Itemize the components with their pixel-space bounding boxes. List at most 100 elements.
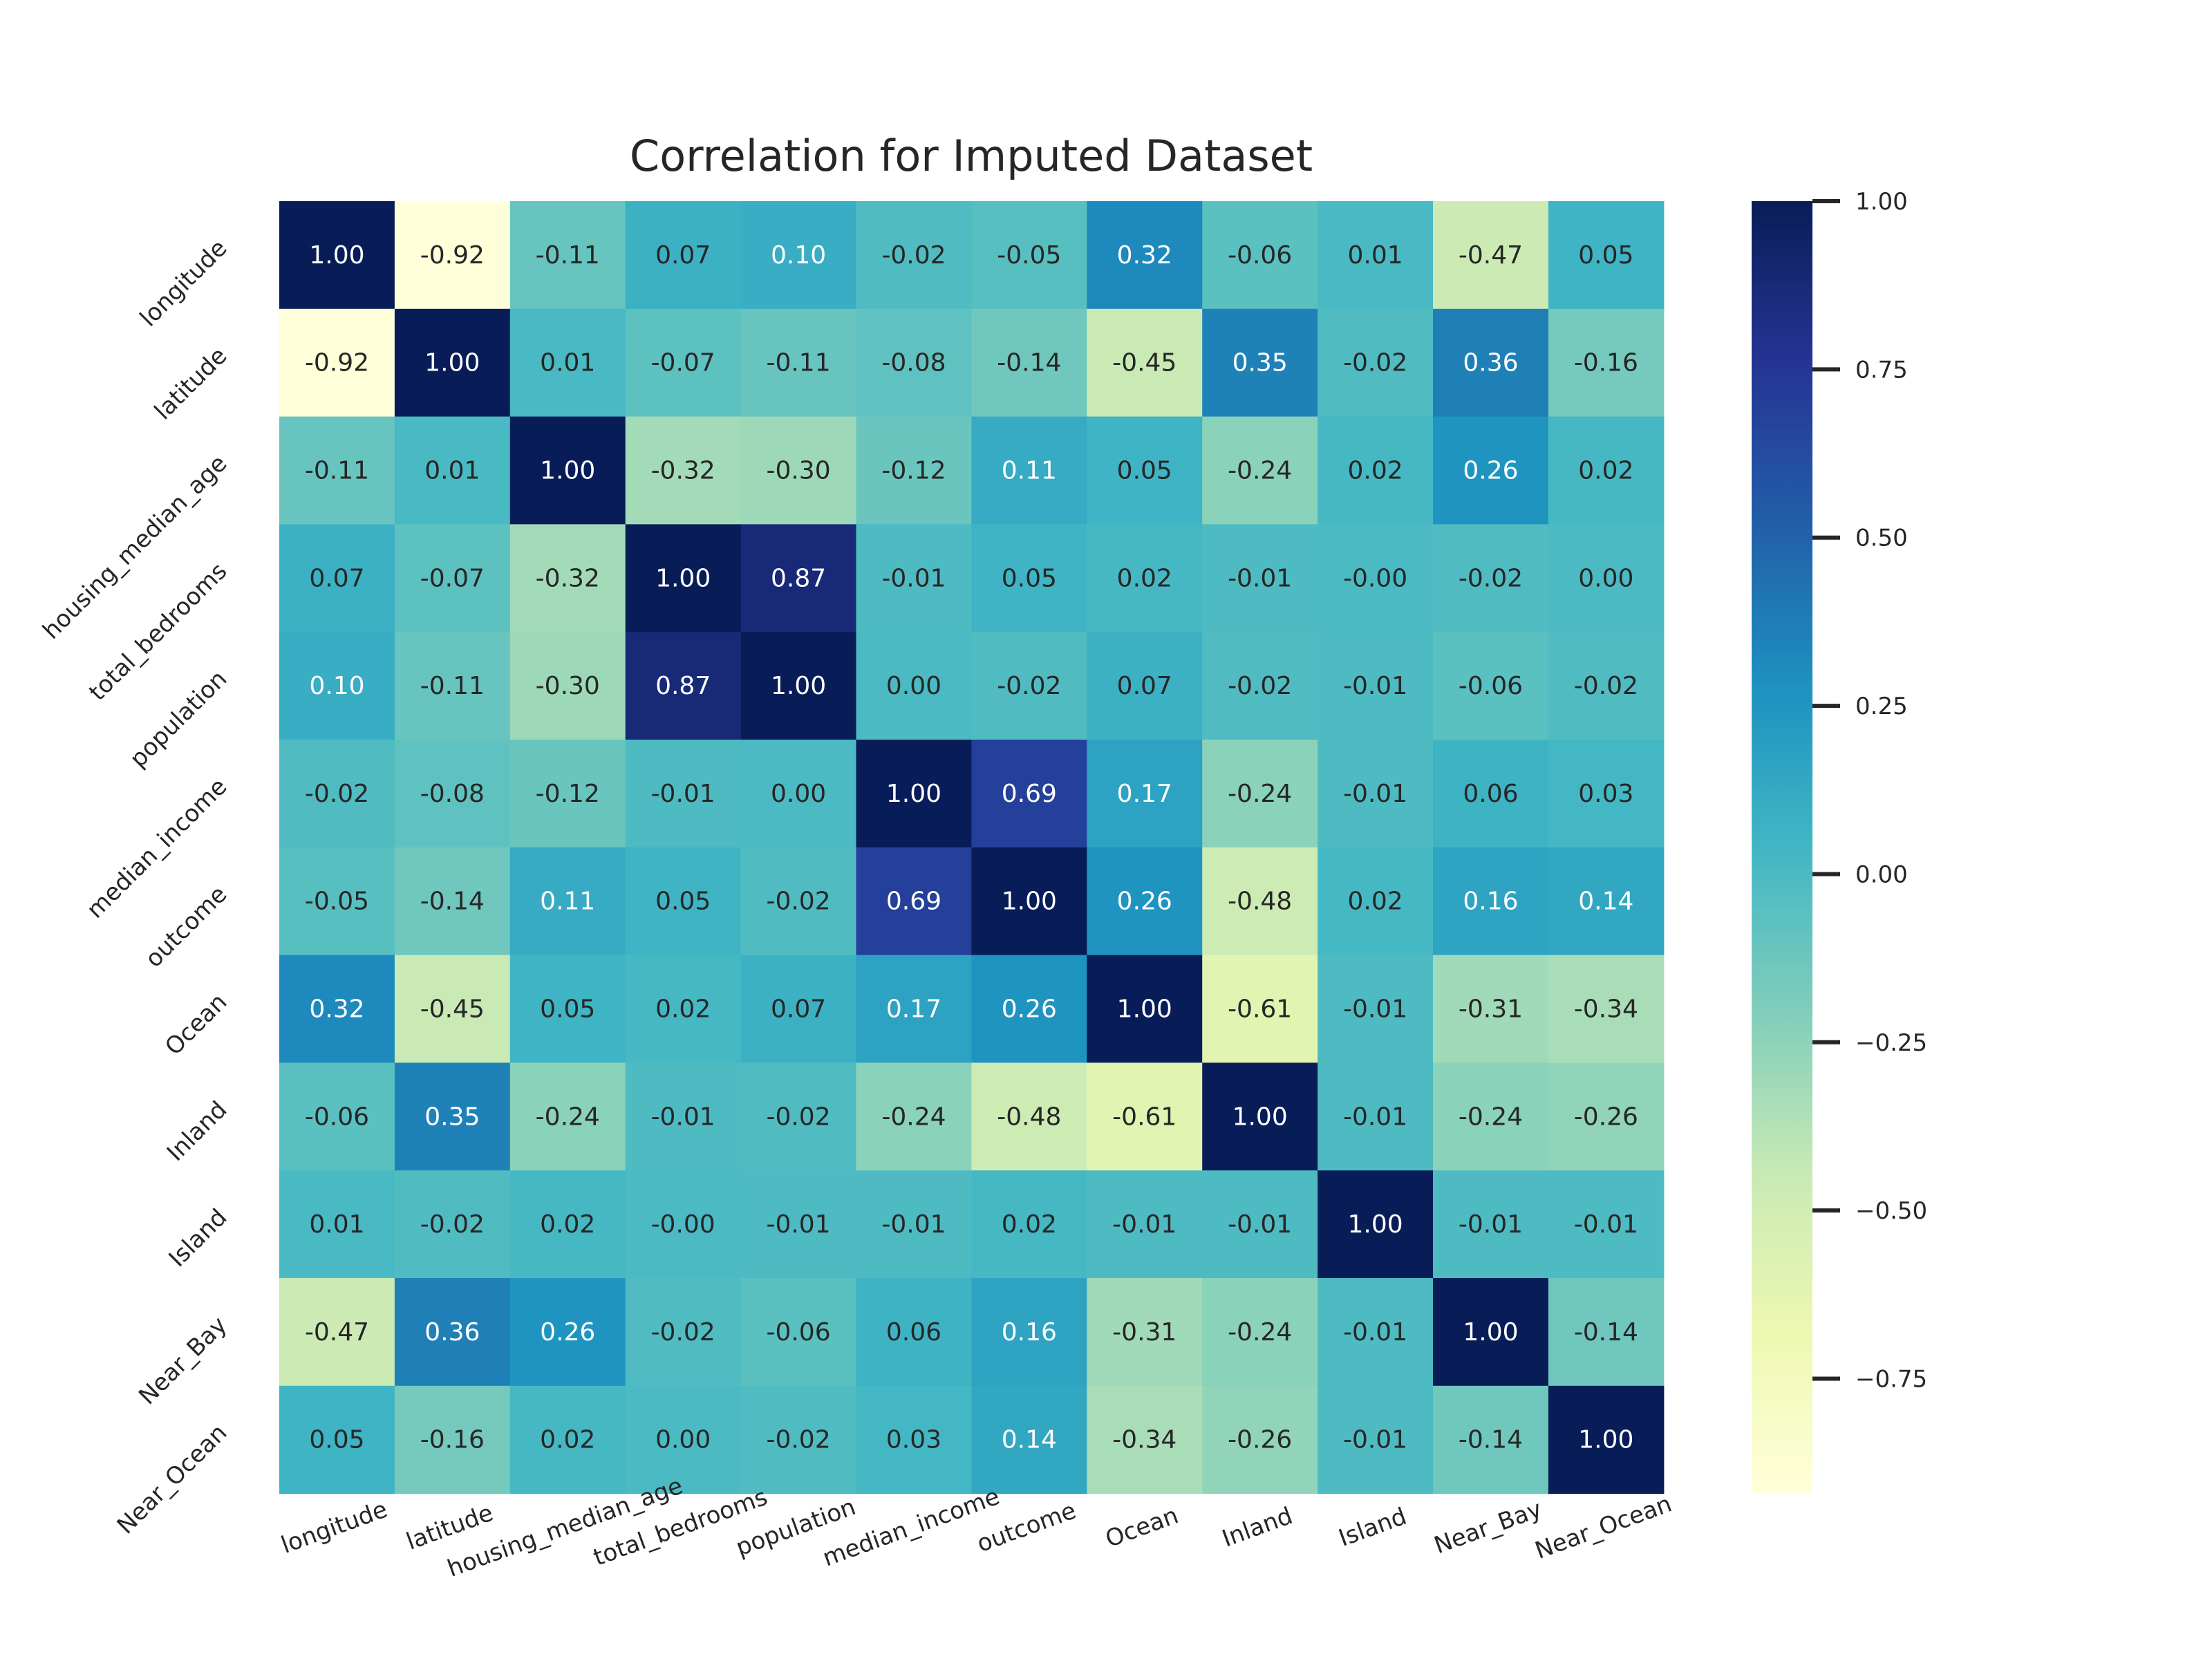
cell-value-label: 0.10 bbox=[771, 241, 826, 270]
cell-value-label: 0.26 bbox=[540, 1318, 595, 1347]
colorbar-gradient bbox=[1752, 201, 1812, 1493]
cell-value-label: 0.69 bbox=[886, 888, 941, 916]
heatmap-cell-population-longitude bbox=[279, 632, 395, 740]
cell-value-label: -0.45 bbox=[1112, 349, 1177, 377]
heatmap-cell-total_bedrooms-outcome bbox=[971, 524, 1087, 632]
heatmap-cell-Inland-total_bedrooms bbox=[625, 1062, 742, 1171]
heatmap-cell-outcome-Inland bbox=[1202, 847, 1318, 956]
heatmap-cell-longitude-Ocean bbox=[1087, 201, 1203, 310]
cell-value-label: -0.01 bbox=[881, 564, 946, 592]
cell-value-label: -0.01 bbox=[651, 780, 715, 808]
heatmap-cell-Ocean-latitude bbox=[394, 955, 511, 1063]
heatmap-cell-longitude-Near_Bay bbox=[1433, 201, 1549, 310]
heatmap-cell-Near_Bay-latitude bbox=[394, 1278, 511, 1387]
heatmap-cell-total_bedrooms-Near_Bay bbox=[1433, 524, 1549, 632]
cell-value-label: 0.06 bbox=[1463, 780, 1518, 808]
cell-value-label: 0.05 bbox=[540, 995, 595, 1024]
cell-value-label: -0.02 bbox=[997, 672, 1061, 700]
cell-value-label: 1.00 bbox=[1463, 1318, 1518, 1347]
heatmap-cell-Ocean-longitude bbox=[279, 955, 395, 1063]
cell-value-label: -0.02 bbox=[1459, 564, 1523, 592]
cell-value-label: 1.00 bbox=[1347, 1210, 1403, 1239]
y-tick-label: outcome bbox=[140, 881, 233, 973]
heatmap-cell-Near_Ocean-Inland bbox=[1202, 1385, 1318, 1494]
heatmap-cell-population-Island bbox=[1318, 632, 1434, 740]
cell-value-label: 1.00 bbox=[1117, 995, 1172, 1024]
cell-value-label: -0.01 bbox=[1343, 995, 1407, 1024]
heatmap-cell-total_bedrooms-latitude bbox=[394, 524, 511, 632]
cell-value-label: -0.30 bbox=[536, 672, 600, 700]
cell-value-label: -0.02 bbox=[1343, 349, 1407, 377]
heatmap-cell-Near_Ocean-total_bedrooms bbox=[625, 1385, 742, 1494]
heatmap-cell-Near_Bay-Inland bbox=[1202, 1278, 1318, 1387]
cell-value-label: 0.11 bbox=[540, 888, 595, 916]
heatmap-cell-housing_median_age-Island bbox=[1318, 416, 1434, 525]
cell-value-label: 1.00 bbox=[309, 241, 364, 270]
cell-value-label: -0.01 bbox=[1343, 1318, 1407, 1347]
heatmap-cell-outcome-housing_median_age bbox=[509, 847, 626, 956]
heatmap-cell-Near_Ocean-Ocean bbox=[1087, 1385, 1203, 1494]
cell-value-label: 0.36 bbox=[1463, 349, 1518, 377]
cell-value-label: 0.02 bbox=[1002, 1210, 1057, 1239]
cell-value-label: -0.48 bbox=[1228, 888, 1292, 916]
heatmap-cell-Island-median_income bbox=[856, 1170, 972, 1279]
cell-value-label: 0.26 bbox=[1002, 995, 1057, 1024]
cell-value-label: 0.05 bbox=[1002, 564, 1057, 592]
heatmap-cell-total_bedrooms-Near_Ocean bbox=[1548, 524, 1665, 632]
cell-value-label: -0.01 bbox=[1343, 1103, 1407, 1131]
y-tick-label: latitude bbox=[149, 342, 233, 426]
cell-value-label: 0.05 bbox=[1578, 241, 1633, 270]
cell-value-label: -0.24 bbox=[1228, 457, 1292, 485]
heatmap-cell-Island-outcome bbox=[971, 1170, 1087, 1279]
cell-value-label: -0.47 bbox=[1459, 241, 1523, 270]
heatmap-cell-Near_Ocean-longitude bbox=[279, 1385, 395, 1494]
heatmap-cell-longitude-median_income bbox=[856, 201, 972, 310]
cell-value-label: -0.01 bbox=[1343, 780, 1407, 808]
colorbar-tick-label: 0.00 bbox=[1855, 861, 1908, 888]
heatmap-cell-longitude-Inland bbox=[1202, 201, 1318, 310]
heatmap-cell-total_bedrooms-housing_median_age bbox=[509, 524, 626, 632]
heatmap-cell-outcome-Ocean bbox=[1087, 847, 1203, 956]
heatmap-cell-Near_Bay-total_bedrooms bbox=[625, 1278, 742, 1387]
heatmap-cell-Ocean-outcome bbox=[971, 955, 1087, 1063]
heatmap-cell-longitude-total_bedrooms bbox=[625, 201, 742, 310]
cell-value-label: 0.10 bbox=[309, 672, 364, 700]
cell-value-label: 1.00 bbox=[540, 457, 595, 485]
heatmap-cell-Island-Ocean bbox=[1087, 1170, 1203, 1279]
cell-value-label: -0.02 bbox=[766, 1426, 830, 1454]
heatmap-cell-total_bedrooms-population bbox=[740, 524, 857, 632]
cell-value-label: 0.16 bbox=[1463, 888, 1518, 916]
heatmap-cell-population-outcome bbox=[971, 632, 1087, 740]
cell-value-label: 1.00 bbox=[886, 780, 941, 808]
heatmap-cell-latitude-Island bbox=[1318, 308, 1434, 418]
cell-value-label: -0.48 bbox=[997, 1103, 1061, 1131]
heatmap-cell-housing_median_age-Near_Ocean bbox=[1548, 416, 1665, 525]
heatmap-cell-housing_median_age-median_income bbox=[856, 416, 972, 525]
cell-value-label: 0.17 bbox=[1117, 780, 1172, 808]
cell-value-label: -0.02 bbox=[1574, 672, 1638, 700]
cell-value-label: 0.36 bbox=[424, 1318, 480, 1347]
heatmap-cell-population-Near_Bay bbox=[1433, 632, 1549, 740]
chart-title: Correlation for Imputed Dataset bbox=[630, 131, 1313, 181]
cell-value-label: -0.01 bbox=[651, 1103, 715, 1131]
heatmap-cell-housing_median_age-total_bedrooms bbox=[625, 416, 742, 525]
colorbar-tick-label: −0.75 bbox=[1855, 1366, 1927, 1394]
cell-value-label: -0.01 bbox=[766, 1210, 830, 1239]
cell-value-label: -0.14 bbox=[1574, 1318, 1638, 1347]
heatmap-cell-Inland-Near_Ocean bbox=[1548, 1062, 1665, 1171]
cell-value-label: 0.32 bbox=[1117, 241, 1172, 270]
heatmap-cell-Inland-Island bbox=[1318, 1062, 1434, 1171]
cell-value-label: -0.02 bbox=[881, 241, 946, 270]
cell-value-label: -0.24 bbox=[881, 1103, 946, 1131]
cell-value-label: -0.24 bbox=[1228, 1318, 1292, 1347]
heatmap-cell-Near_Bay-Ocean bbox=[1087, 1278, 1203, 1387]
cell-value-label: -0.00 bbox=[651, 1210, 715, 1239]
y-tick-label: longitude bbox=[135, 234, 233, 332]
heatmap-cell-Near_Ocean-Near_Bay bbox=[1433, 1385, 1549, 1494]
cell-value-label: 0.06 bbox=[886, 1318, 941, 1347]
heatmap-cell-Inland-Near_Bay bbox=[1433, 1062, 1549, 1171]
cell-value-label: -0.16 bbox=[420, 1426, 485, 1454]
cell-value-label: 0.26 bbox=[1117, 888, 1172, 916]
heatmap-cell-Inland-outcome bbox=[971, 1062, 1087, 1171]
cell-value-label: 0.07 bbox=[771, 995, 826, 1024]
